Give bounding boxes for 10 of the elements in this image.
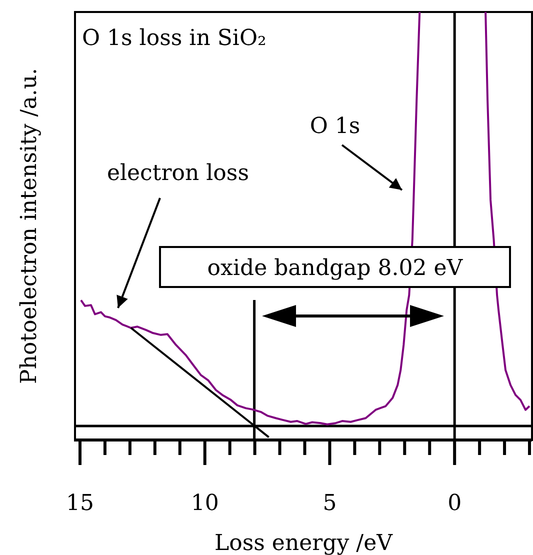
text: O 1s loss in SiO₂	[82, 26, 266, 51]
annotation: O 1s	[310, 114, 360, 139]
x-tick-label: 0	[448, 491, 462, 516]
x-tick-label: 5	[322, 491, 337, 516]
x-tick-label: 10	[190, 491, 219, 516]
annotation: electron loss	[106, 161, 250, 186]
annotation: oxide bandgap 8.02 eV	[207, 256, 464, 281]
x-axis-title: Loss energy /eV	[214, 531, 394, 555]
x-tick-label: 15	[66, 491, 94, 516]
y-axis-title: Photoelectron intensity /a.u.	[17, 68, 42, 384]
